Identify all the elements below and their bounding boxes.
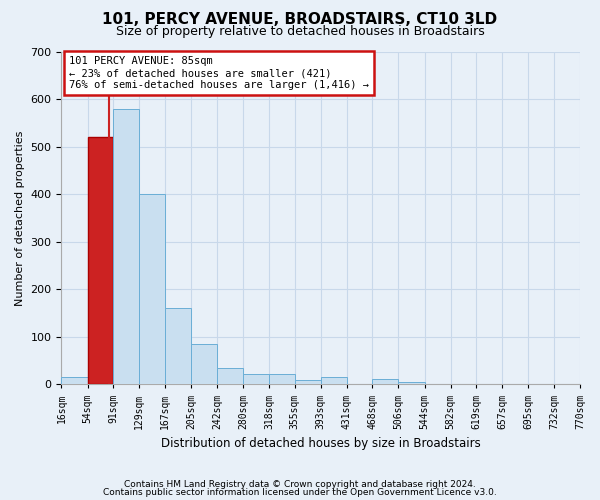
X-axis label: Distribution of detached houses by size in Broadstairs: Distribution of detached houses by size … [161, 437, 481, 450]
Text: Size of property relative to detached houses in Broadstairs: Size of property relative to detached ho… [116, 25, 484, 38]
Bar [295, 380, 321, 384]
Bar [113, 108, 139, 384]
Bar [165, 308, 191, 384]
Bar [269, 374, 295, 384]
Bar [321, 378, 347, 384]
Y-axis label: Number of detached properties: Number of detached properties [15, 130, 25, 306]
Text: 101 PERCY AVENUE: 85sqm
← 23% of detached houses are smaller (421)
76% of semi-d: 101 PERCY AVENUE: 85sqm ← 23% of detache… [69, 56, 369, 90]
Bar [88, 137, 113, 384]
Bar [243, 374, 269, 384]
Bar [139, 194, 165, 384]
Bar [191, 344, 217, 385]
Text: 101, PERCY AVENUE, BROADSTAIRS, CT10 3LD: 101, PERCY AVENUE, BROADSTAIRS, CT10 3LD [103, 12, 497, 28]
Bar [217, 368, 243, 384]
Text: Contains HM Land Registry data © Crown copyright and database right 2024.: Contains HM Land Registry data © Crown c… [124, 480, 476, 489]
Bar [61, 378, 88, 384]
Bar [398, 382, 425, 384]
Text: Contains public sector information licensed under the Open Government Licence v3: Contains public sector information licen… [103, 488, 497, 497]
Bar [372, 378, 398, 384]
